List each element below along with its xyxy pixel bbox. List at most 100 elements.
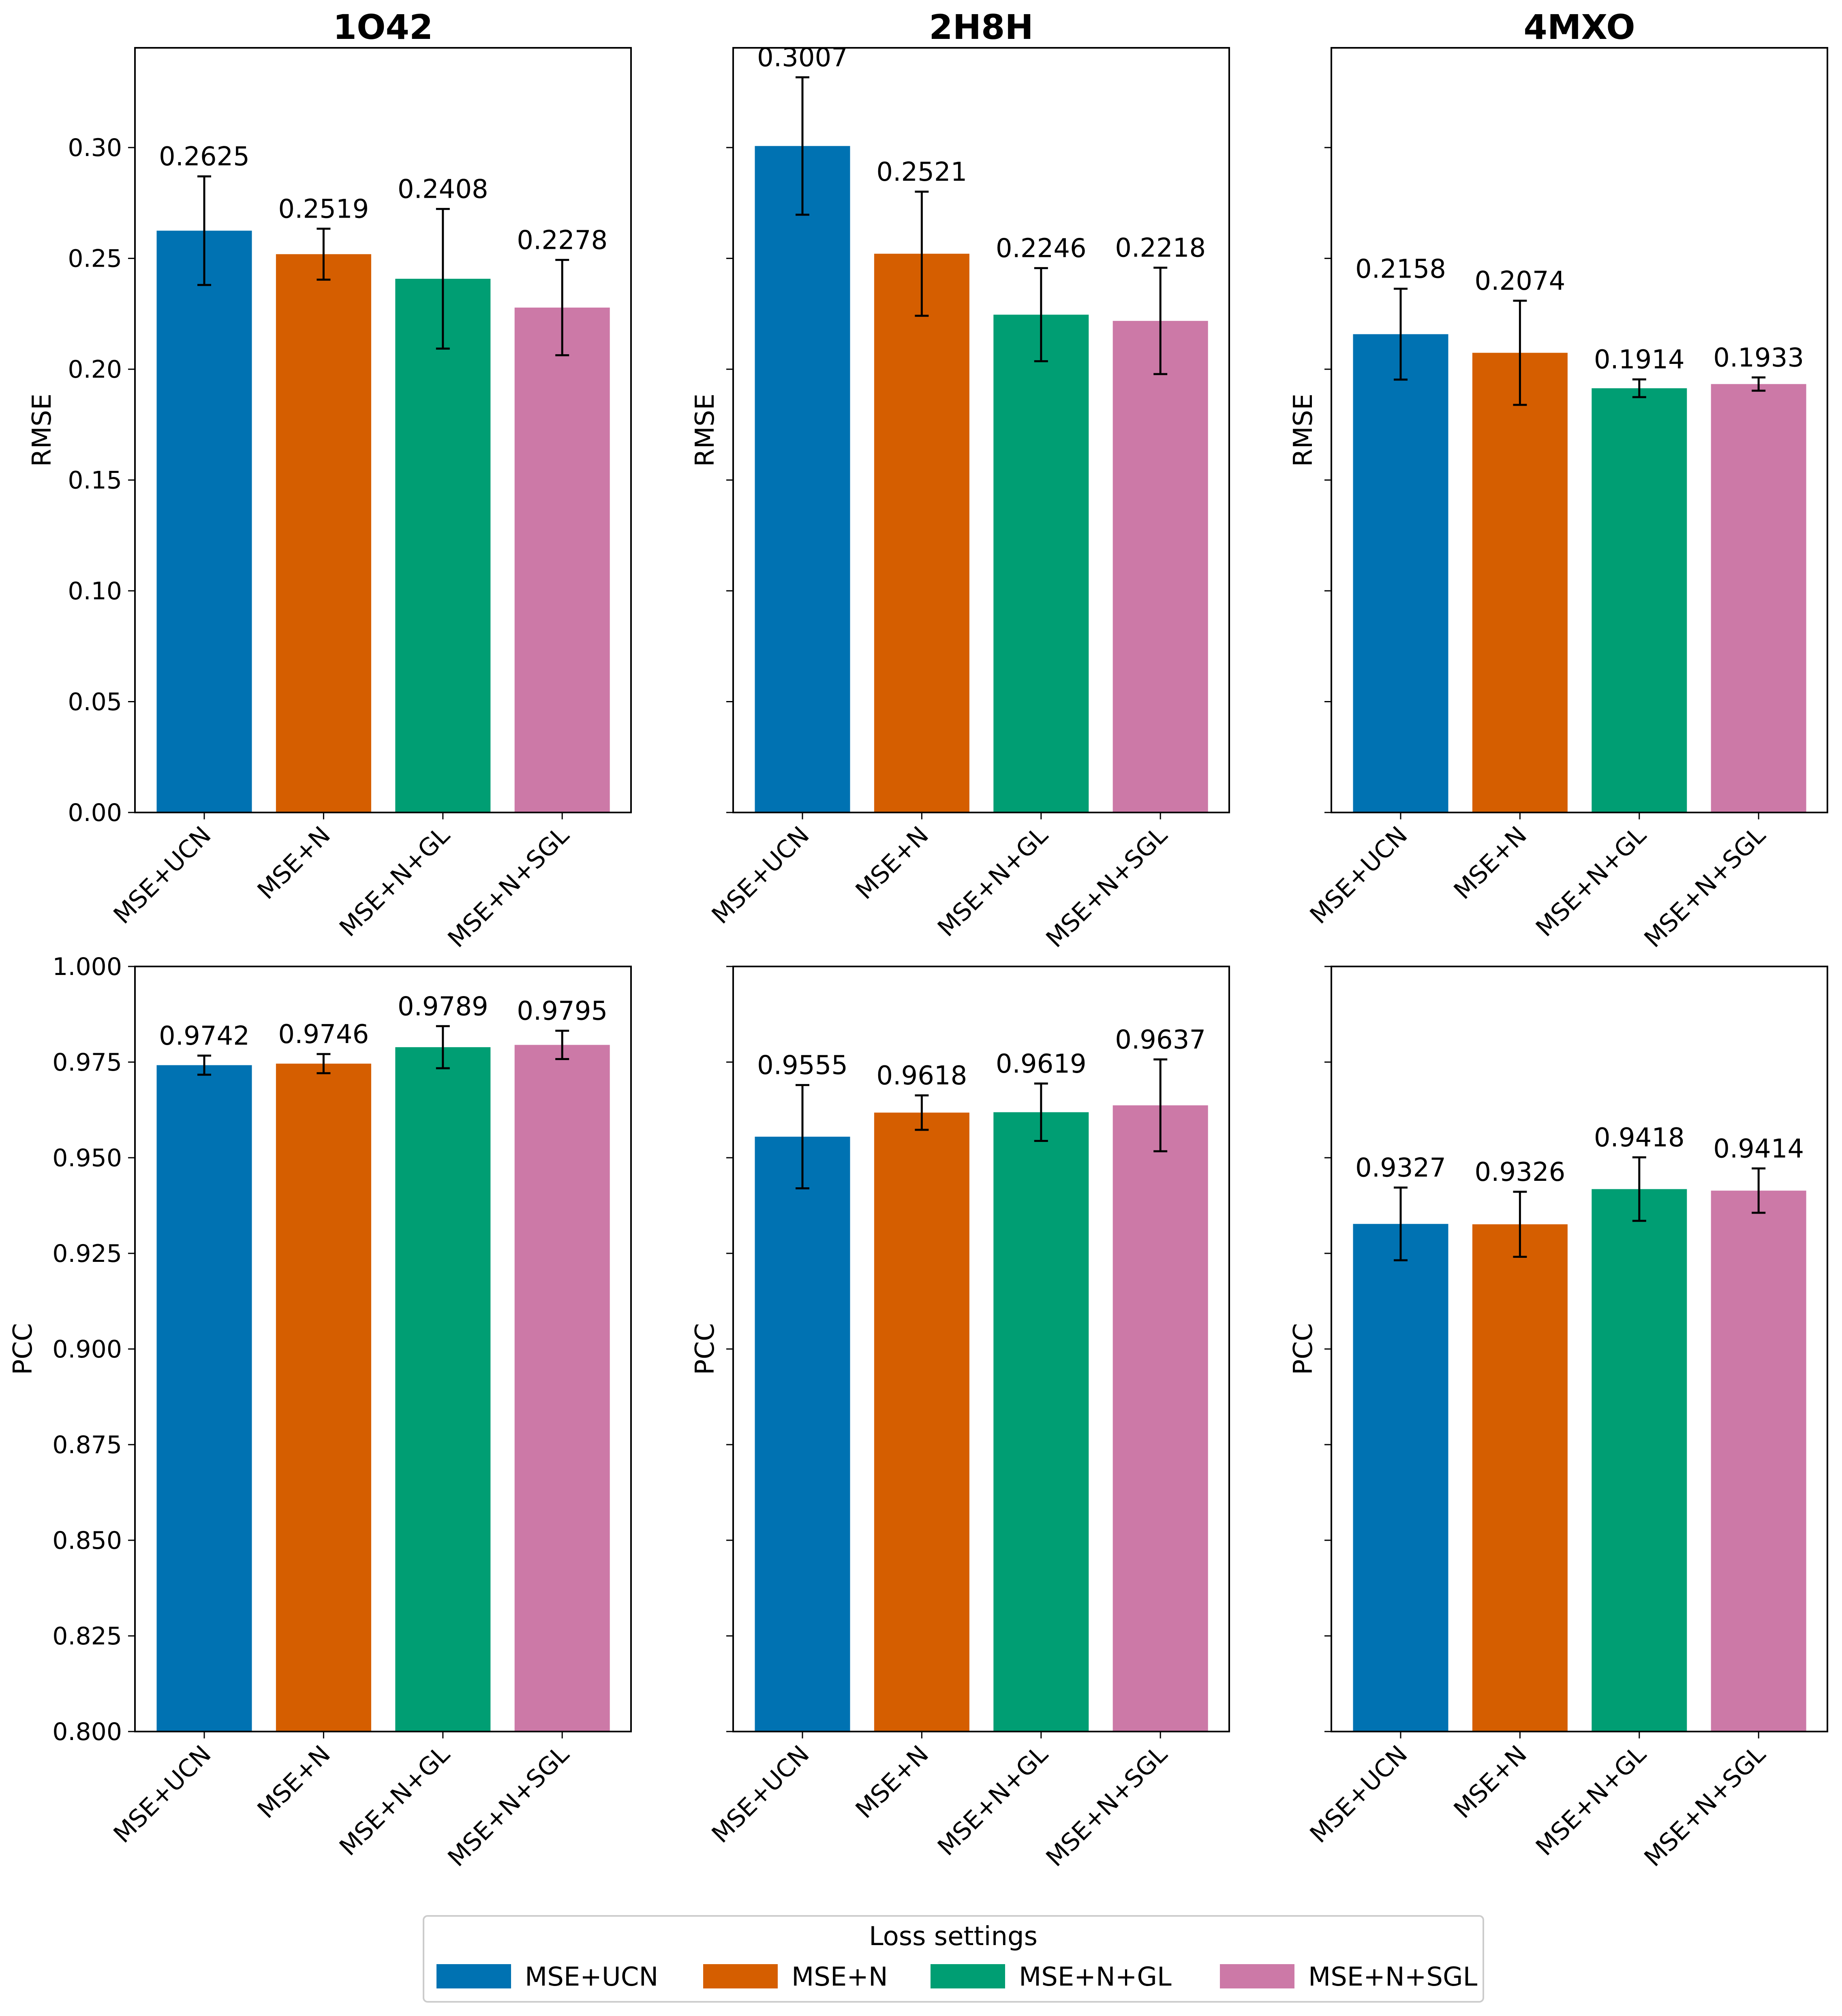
x-tick-label: MSE+UCN — [1305, 821, 1413, 930]
legend-swatch — [703, 1964, 778, 1988]
data-label: 0.2521 — [876, 157, 967, 187]
y-tick-label: 0.00 — [68, 799, 122, 827]
y-tick-label: 0.10 — [68, 577, 122, 605]
bar — [276, 254, 371, 812]
bar — [1472, 353, 1568, 812]
x-tick-label: MSE+N+SGL — [1639, 1740, 1771, 1873]
data-label: 0.1933 — [1713, 343, 1804, 373]
x-tick-label: MSE+UCN — [1305, 1740, 1413, 1849]
data-label: 0.2625 — [159, 142, 250, 172]
y-tick-label: 0.800 — [52, 1718, 122, 1746]
chart-panel: 4MXO RMSE 0.2158 MSE+UCN 0.2074 MSE+N 0.1914 MS… — [1288, 7, 1828, 953]
x-tick-label: MSE+N+SGL — [1041, 1740, 1173, 1873]
bar — [874, 1112, 969, 1732]
x-tick-label: MSE+UCN — [706, 1740, 815, 1849]
x-tick-label: MSE+N — [1448, 821, 1532, 905]
data-label: 0.1914 — [1594, 345, 1685, 375]
bar — [1711, 1191, 1806, 1732]
y-tick-label: 0.900 — [52, 1335, 122, 1364]
data-label: 0.2074 — [1474, 266, 1565, 296]
x-tick-label: MSE+UCN — [706, 821, 815, 930]
bar — [395, 1047, 491, 1732]
legend-label: MSE+N+GL — [1019, 1962, 1172, 1992]
bar — [1112, 321, 1208, 812]
data-label: 0.2278 — [517, 225, 608, 255]
x-tick-label: MSE+N+GL — [1530, 1740, 1652, 1862]
data-label: 0.9327 — [1355, 1153, 1446, 1183]
x-tick-label: MSE+N — [850, 821, 934, 905]
bar — [874, 254, 969, 813]
y-tick-label: 0.05 — [68, 688, 122, 716]
axes-frame — [732, 47, 1230, 813]
bar — [1711, 384, 1806, 812]
legend-swatch — [1220, 1964, 1294, 1988]
y-axis-label: RMSE — [27, 393, 57, 467]
axes-frame — [134, 47, 632, 813]
chart-panel: 1O42 0.00 0.05 0.10 0.15 0.20 0.25 0.30 RMSE 0.26… — [27, 7, 632, 953]
axes-frame — [1331, 966, 1828, 1732]
x-tick-label: MSE+UCN — [108, 821, 217, 930]
x-tick-label: MSE+N+SGL — [443, 821, 575, 953]
legend-label: MSE+N — [792, 1962, 888, 1992]
data-label: 0.9618 — [876, 1061, 967, 1091]
y-tick-label: 1.000 — [52, 953, 122, 981]
y-axis-label: RMSE — [690, 393, 720, 467]
bar — [1353, 1224, 1448, 1732]
chart-title: 2H8H — [929, 7, 1033, 47]
y-tick-label: 0.15 — [68, 466, 122, 495]
x-tick-label: MSE+N+GL — [932, 821, 1054, 943]
x-tick-label: MSE+N+SGL — [1639, 821, 1771, 953]
bar — [514, 308, 610, 813]
bar — [514, 1045, 610, 1732]
x-tick-label: MSE+N+SGL — [443, 1740, 575, 1873]
bar — [395, 278, 491, 812]
data-label: 0.2408 — [398, 175, 488, 205]
y-tick-label: 0.25 — [68, 245, 122, 273]
data-label: 0.9555 — [757, 1051, 848, 1081]
data-label: 0.9637 — [1115, 1025, 1206, 1055]
chart-panel: 2H8HRMSE0.3007MSE+UCN0.2521MSE+N0.2246MS… — [690, 7, 1230, 953]
data-label: 0.2246 — [996, 234, 1087, 264]
data-label: 0.9746 — [278, 1020, 369, 1050]
x-tick-label: MSE+N — [252, 821, 336, 905]
chart-title: 4MXO — [1523, 7, 1635, 47]
x-tick-label: MSE+N+GL — [932, 1740, 1054, 1862]
x-tick-label: MSE+N+SGL — [1041, 821, 1173, 953]
data-label: 0.9326 — [1474, 1157, 1565, 1187]
axes-frame — [1331, 47, 1828, 813]
data-label: 0.9619 — [996, 1049, 1087, 1079]
chart-panel: PCC 0.9327 MSE+UCN 0.9326 MSE+N 0.9418 MSE+N+G… — [1288, 966, 1828, 1873]
chart-panel: 0.800 0.825 0.850 0.875 0.900 0.925 0.950 0.975… — [8, 953, 632, 1873]
y-tick-label: 0.825 — [52, 1622, 122, 1650]
axes-frame — [732, 966, 1230, 1732]
chart-panel: PCC 0.9555 MSE+UCN 0.9618 MSE+N 0.9619 MSE+N+G… — [690, 966, 1230, 1873]
legend-swatch — [931, 1964, 1005, 1988]
legend-label: MSE+UCN — [525, 1962, 658, 1992]
bar — [1592, 1189, 1687, 1732]
x-tick-label: MSE+N — [1448, 1740, 1532, 1824]
bar — [1112, 1105, 1208, 1732]
data-label: 0.2218 — [1115, 233, 1206, 263]
y-axis-label: RMSE — [1288, 393, 1318, 467]
x-tick-label: MSE+N+GL — [1530, 821, 1652, 943]
y-tick-label: 0.850 — [52, 1526, 122, 1555]
y-axis-label: PCC — [1288, 1323, 1318, 1375]
y-axis-label: PCC — [8, 1323, 38, 1375]
data-label: 0.9414 — [1713, 1134, 1804, 1164]
bar — [1592, 388, 1687, 812]
y-tick-label: 0.20 — [68, 355, 122, 384]
x-tick-label: MSE+UCN — [108, 1740, 217, 1849]
bar — [156, 1065, 252, 1732]
x-tick-label: MSE+N+GL — [334, 1740, 456, 1862]
legend: Loss settings MSE+UCN MSE+N MSE+N+GL MSE+N+… — [423, 1915, 1484, 2003]
data-label: 0.9742 — [159, 1021, 250, 1051]
legend-swatch — [436, 1964, 511, 1988]
y-tick-label: 0.925 — [52, 1240, 122, 1268]
y-axis-label: PCC — [690, 1323, 720, 1375]
chart-panels: 1O42 0.00 0.05 0.10 0.15 0.20 0.25 0.30 RMSE 0.26… — [8, 7, 1828, 1873]
bar — [755, 1137, 850, 1732]
legend-frame — [423, 1915, 1484, 2003]
legend-title: Loss settings — [869, 1922, 1038, 1952]
data-label: 0.2158 — [1355, 254, 1446, 284]
